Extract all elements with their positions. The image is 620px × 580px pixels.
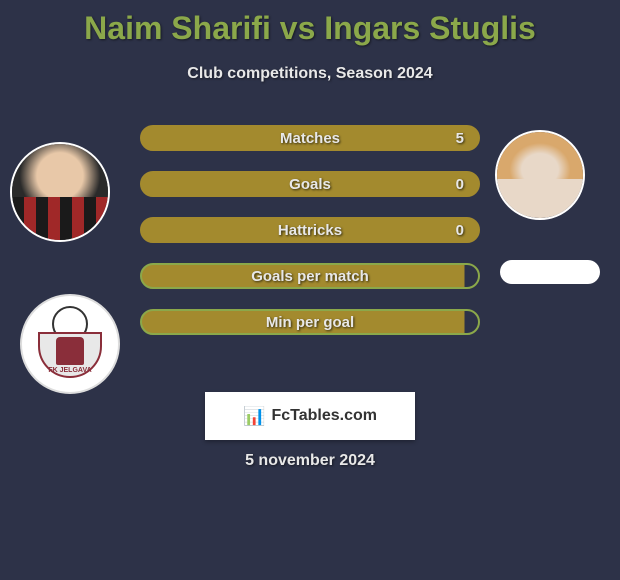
stat-label: Hattricks bbox=[278, 222, 342, 239]
stat-bar: Matches 5 bbox=[140, 125, 480, 151]
stat-label: Min per goal bbox=[266, 314, 354, 331]
date-label: 5 november 2024 bbox=[245, 452, 375, 470]
stats-bars: Matches 5 Goals 0 Hattricks 0 Goals per match M… bbox=[140, 125, 480, 355]
stat-value: 0 bbox=[456, 222, 464, 239]
club-logo-right-placeholder bbox=[500, 260, 600, 284]
fctables-label: FcTables.com bbox=[271, 407, 377, 425]
stat-value: 0 bbox=[456, 176, 464, 193]
stat-bar: Goals per match bbox=[140, 263, 480, 289]
chart-icon: 📊 bbox=[243, 406, 265, 427]
player-right-hair bbox=[497, 132, 583, 179]
stat-label: Goals bbox=[289, 176, 331, 193]
stat-label: Matches bbox=[280, 130, 340, 147]
stat-value: 5 bbox=[456, 130, 464, 147]
player-left-avatar bbox=[10, 142, 110, 242]
fctables-badge: 📊 FcTables.com bbox=[205, 392, 415, 440]
moose-icon bbox=[56, 337, 84, 365]
player-left-jersey bbox=[12, 197, 108, 240]
stat-bar: Hattricks 0 bbox=[140, 217, 480, 243]
page-title: Naim Sharifi vs Ingars Stuglis bbox=[0, 0, 620, 47]
subtitle: Club competitions, Season 2024 bbox=[0, 65, 620, 83]
club-shield: FK JELGAVA bbox=[38, 332, 102, 378]
stat-bar: Goals 0 bbox=[140, 171, 480, 197]
player-right-face bbox=[497, 179, 583, 218]
stat-bar: Min per goal bbox=[140, 309, 480, 335]
player-right-avatar bbox=[495, 130, 585, 220]
stat-label: Goals per match bbox=[251, 268, 369, 285]
player-left-face bbox=[12, 144, 108, 197]
club-logo-left: FK JELGAVA bbox=[20, 294, 120, 394]
club-name: FK JELGAVA bbox=[48, 367, 91, 374]
